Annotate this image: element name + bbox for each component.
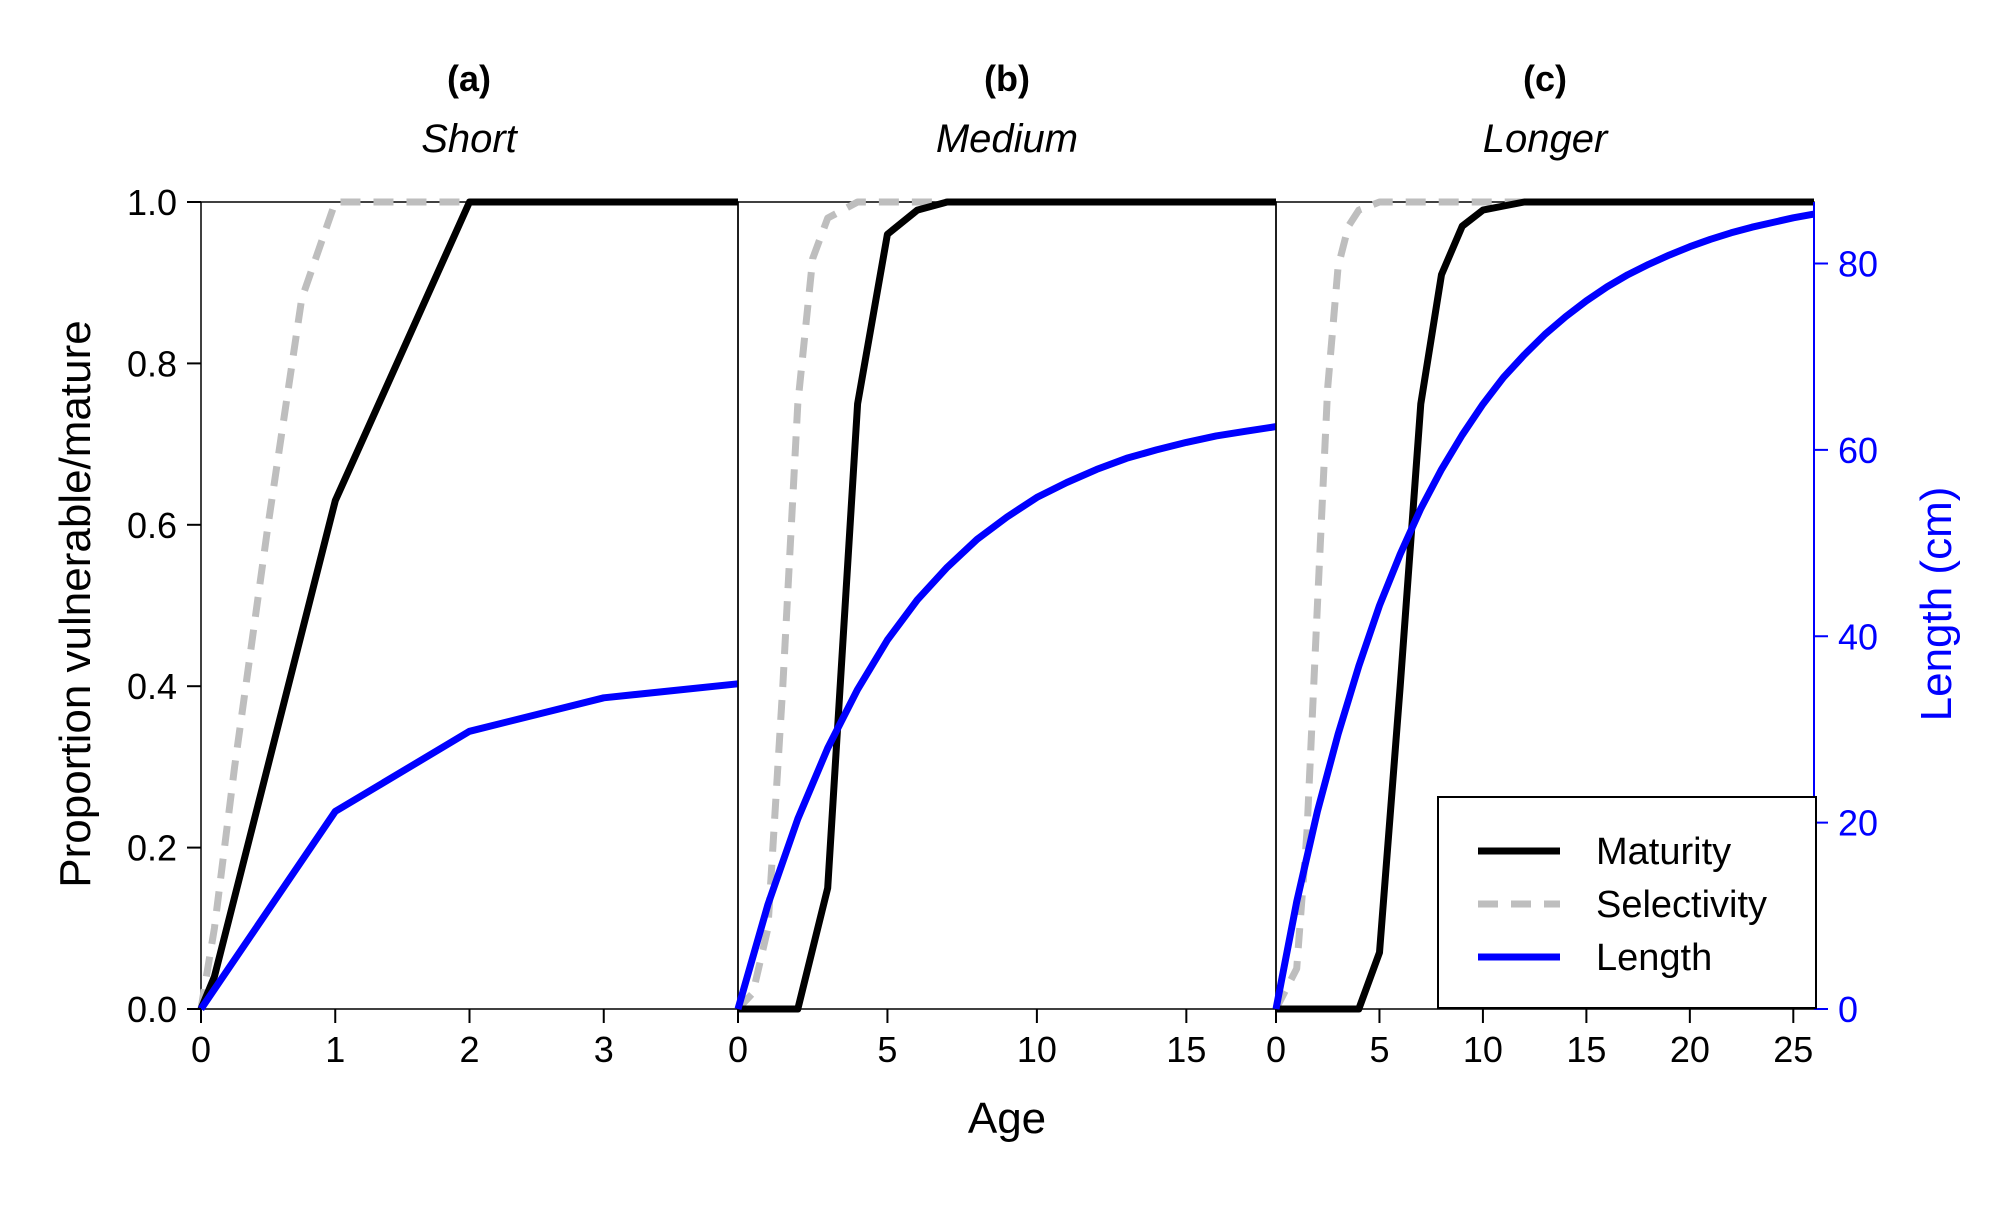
panel-a-title: Short (421, 117, 518, 161)
panel-a-x-tick-label-0: 0 (191, 1029, 211, 1070)
left-axis-tick-label-0.6: 0.6 (127, 505, 177, 546)
left-axis-label: Proportion vulnerable/mature (51, 320, 100, 887)
left-axis-tick-label-0.8: 0.8 (127, 343, 177, 384)
panel-a-label: (a) (447, 58, 491, 99)
legend-maturity-label: Maturity (1596, 831, 1731, 873)
panel-b-title: Medium (936, 117, 1078, 161)
legend-length-label: Length (1596, 937, 1712, 979)
right-axis-tick-label-40: 40 (1838, 616, 1878, 657)
right-axis-label: Length (cm) (1912, 487, 1961, 722)
panel-b-x-tick-label-0: 0 (728, 1029, 748, 1070)
panel-a-maturity-line (197, 198, 738, 1011)
panel-c-length-line (1272, 210, 1815, 1010)
panel-b-length-line (734, 423, 1277, 1010)
right-axis-tick-label-80: 80 (1838, 244, 1878, 285)
panel-b-x-tick-label-15: 15 (1166, 1029, 1206, 1070)
legend-box (1437, 796, 1817, 1009)
right-axis-tick-label-0: 0 (1838, 989, 1858, 1030)
legend-selectivity-label: Selectivity (1596, 884, 1767, 926)
left-axis-tick-label-0.4: 0.4 (127, 666, 177, 707)
panel-a-selectivity-line (197, 198, 738, 1010)
panel-b-x-tick-label-5: 5 (877, 1029, 897, 1070)
panel-c-x-tick-label-20: 20 (1670, 1029, 1710, 1070)
panel-c-x-tick-label-5: 5 (1369, 1029, 1389, 1070)
panel-c-x-tick-label-10: 10 (1463, 1029, 1503, 1070)
panel-a-x-tick-label-2: 2 (459, 1029, 479, 1070)
panel-c-x-tick-label-0: 0 (1266, 1029, 1286, 1070)
panel-a-x-tick-label-1: 1 (325, 1029, 345, 1070)
panel-c-x-tick-label-25: 25 (1773, 1029, 1813, 1070)
panel-c-maturity-line (1276, 198, 1814, 1013)
panel-b-x-tick-label-10: 10 (1017, 1029, 1057, 1070)
left-axis-tick-label-1: 1.0 (127, 182, 177, 223)
right-axis-tick-label-20: 20 (1838, 803, 1878, 844)
panel-b-maturity-line (738, 198, 1276, 1013)
panel-c-label: (c) (1523, 58, 1567, 99)
panel-c-x-tick-label-15: 15 (1566, 1029, 1606, 1070)
left-axis-tick-label-0.2: 0.2 (127, 828, 177, 869)
panel-b-label: (b) (984, 58, 1030, 99)
x-axis-label: Age (968, 1094, 1046, 1143)
right-axis-tick-label-60: 60 (1838, 430, 1878, 471)
legend: Maturity Selectivity Length (1437, 796, 1817, 1009)
panel-a-x-tick-label-3: 3 (594, 1029, 614, 1070)
left-axis-tick-label-0: 0.0 (127, 989, 177, 1030)
panel-a-length-line (198, 680, 739, 1011)
panel-c-title: Longer (1483, 117, 1609, 161)
